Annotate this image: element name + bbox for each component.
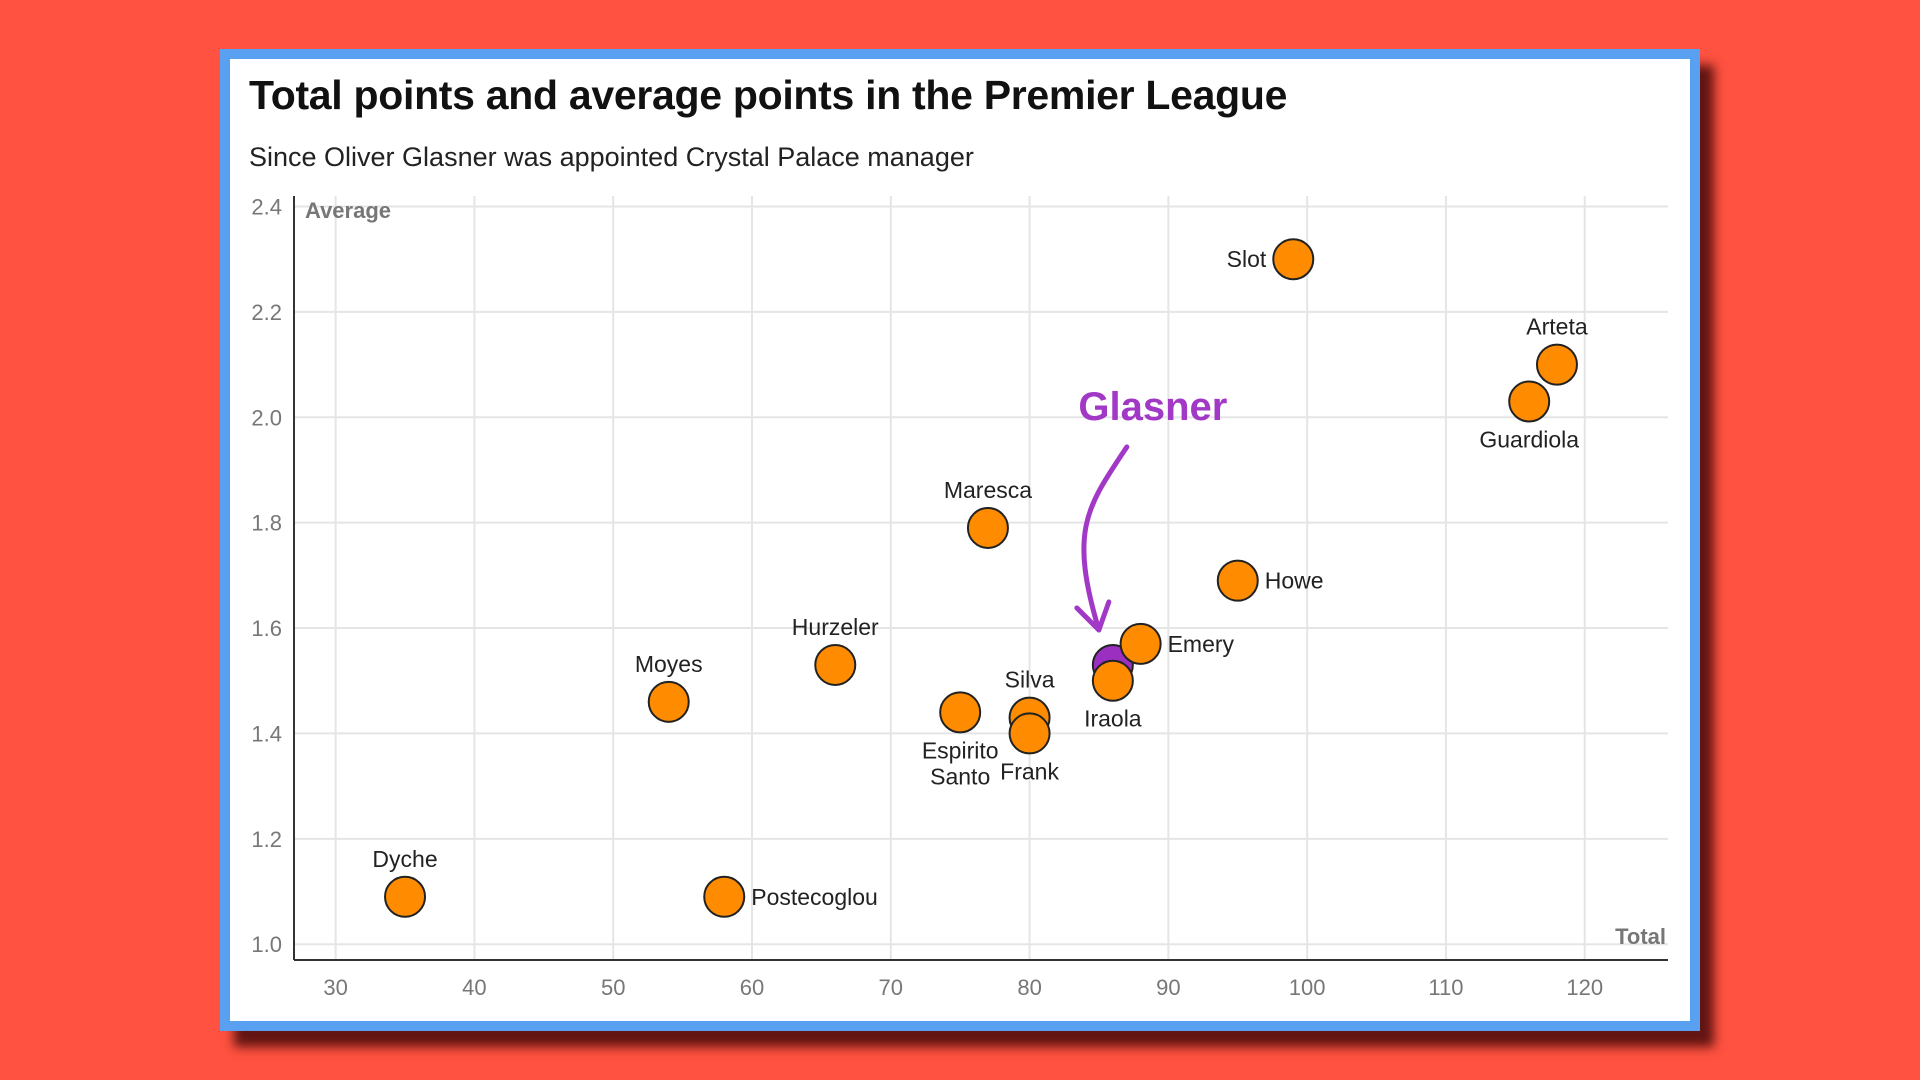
x-tick-label: 70 [879, 975, 903, 1000]
y-tick-label: 1.6 [251, 616, 282, 641]
annotation-arrowhead [1074, 599, 1112, 633]
label-slot: Slot [1227, 246, 1267, 272]
point-frank [1008, 712, 1051, 755]
chart-subtitle: Since Oliver Glasner was appointed Cryst… [249, 142, 974, 172]
point-moyes [647, 680, 690, 723]
label-hurzeler: Hurzeler [792, 614, 879, 640]
label-maresca: Maresca [944, 477, 1032, 503]
highlight-label: Glasner [1078, 385, 1227, 429]
point-iraola [1091, 659, 1134, 702]
point-dyche [384, 875, 427, 918]
y-axis-label: Average [305, 198, 391, 223]
point-slot [1272, 238, 1315, 281]
axes [293, 196, 1668, 961]
chart-title: Total points and average points in the P… [249, 72, 1288, 118]
y-tick-label: 2.4 [251, 195, 282, 220]
gridlines [294, 196, 1668, 960]
annotation-arrow [1081, 444, 1130, 633]
label-espirito-santo: Espirito Santo [922, 737, 999, 789]
x-tick-label: 120 [1566, 975, 1603, 1000]
y-tick-label: 1.4 [251, 721, 282, 746]
point-hurzeler [814, 643, 857, 686]
y-tick-label: 1.0 [251, 932, 282, 957]
data-points [384, 238, 1578, 918]
point-postecoglou [703, 875, 746, 918]
chart-card [220, 49, 1700, 1031]
glasner-annotation: Glasner [1074, 385, 1227, 633]
point-labels: Slot Arteta Guardiola Maresca Howe Emery Hurze… [372, 246, 1587, 910]
label-silva: Silva [1005, 667, 1055, 693]
label-arteta: Arteta [1526, 314, 1588, 340]
x-tick-label: 30 [323, 975, 347, 1000]
x-tick-label: 60 [740, 975, 764, 1000]
label-moyes: Moyes [635, 651, 703, 677]
point-howe [1216, 559, 1259, 602]
y-tick-label: 2.2 [251, 300, 282, 325]
label-howe: Howe [1265, 568, 1324, 594]
point-arteta [1535, 343, 1578, 386]
label-frank: Frank [1000, 758, 1059, 784]
label-emery: Emery [1168, 631, 1235, 657]
label-postecoglou: Postecoglou [751, 884, 878, 910]
x-tick-label: 110 [1428, 975, 1463, 1000]
y-tick-label: 1.8 [251, 511, 282, 536]
y-tick-label: 1.2 [251, 827, 282, 852]
point-guardiola [1508, 380, 1551, 423]
point-espirito-santo [939, 691, 982, 734]
point-emery [1119, 622, 1162, 665]
label-guardiola: Guardiola [1479, 426, 1579, 452]
label-iraola: Iraola [1084, 706, 1142, 732]
point-maresca [966, 506, 1009, 549]
y-tick-label: 2.0 [251, 405, 282, 430]
x-tick-label: 90 [1156, 975, 1180, 1000]
axis-ticks: 30 40 50 60 70 80 90 100 110 120 1.0 1.2 1.4 1.6 1.8 2.… [251, 195, 1603, 1000]
x-tick-label: 50 [601, 975, 625, 1000]
label-dyche: Dyche [372, 846, 437, 872]
x-axis-label: Total [1615, 924, 1666, 949]
x-tick-label: 40 [462, 975, 486, 1000]
x-tick-label: 100 [1289, 975, 1326, 1000]
x-tick-label: 80 [1017, 975, 1041, 1000]
